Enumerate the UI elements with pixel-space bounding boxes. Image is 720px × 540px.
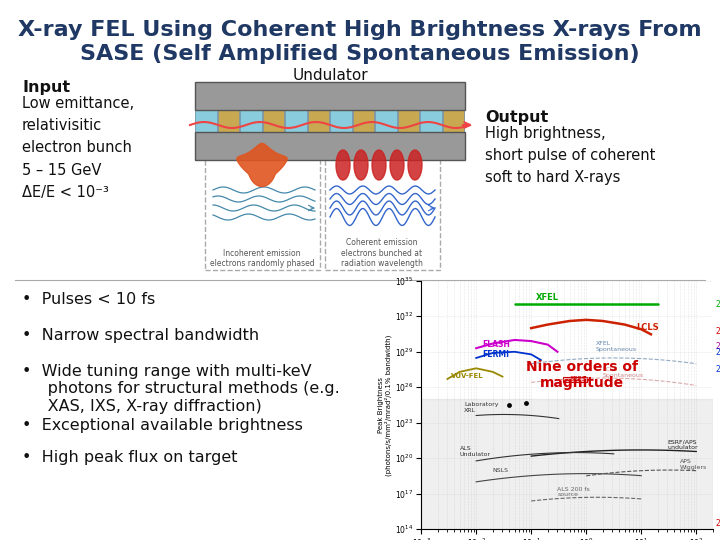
Text: Laboratory
XRL: Laboratory XRL bbox=[464, 402, 498, 413]
Point bbox=[503, 401, 515, 410]
Text: High brightness,
short pulse of coherent
soft to hard X-rays: High brightness, short pulse of coherent… bbox=[485, 126, 655, 185]
Bar bbox=[285, 110, 307, 132]
Bar bbox=[217, 138, 239, 160]
Bar bbox=[330, 138, 351, 160]
Text: FERMI: FERMI bbox=[482, 350, 510, 359]
Bar bbox=[353, 110, 374, 132]
Bar bbox=[195, 110, 217, 132]
Bar bbox=[263, 110, 284, 132]
Polygon shape bbox=[354, 150, 368, 180]
Text: Output: Output bbox=[485, 110, 548, 125]
Text: 2015: 2015 bbox=[716, 300, 720, 309]
Text: Incoherent emission
electrons randomly phased: Incoherent emission electrons randomly p… bbox=[210, 248, 315, 268]
Bar bbox=[421, 399, 713, 529]
Bar bbox=[240, 138, 261, 160]
Bar bbox=[420, 110, 441, 132]
FancyBboxPatch shape bbox=[195, 82, 465, 110]
Text: NSLS: NSLS bbox=[492, 468, 509, 473]
Polygon shape bbox=[372, 150, 386, 180]
Bar bbox=[353, 138, 374, 160]
Bar bbox=[397, 110, 419, 132]
Bar bbox=[285, 138, 307, 160]
Bar bbox=[375, 138, 397, 160]
Text: •  Pulses < 10 fs: • Pulses < 10 fs bbox=[22, 292, 156, 307]
Bar bbox=[263, 138, 284, 160]
Bar bbox=[195, 138, 217, 160]
Bar bbox=[443, 138, 464, 160]
Text: FLASH: FLASH bbox=[482, 340, 510, 349]
Text: LCLS
Spontaneous: LCLS Spontaneous bbox=[603, 367, 644, 377]
Text: ESRF/APS
undulator: ESRF/APS undulator bbox=[667, 439, 698, 450]
Bar bbox=[307, 138, 329, 160]
Polygon shape bbox=[408, 150, 422, 180]
Text: •  Wide tuning range with multi-keV
     photons for structural methods (e.g.
  : • Wide tuning range with multi-keV photo… bbox=[22, 364, 340, 414]
Text: Low emittance,
relativisitic
electron bunch
5 – 15 GeV
ΔE/E < 10⁻³: Low emittance, relativisitic electron bu… bbox=[22, 96, 134, 200]
Bar bbox=[307, 110, 329, 132]
FancyBboxPatch shape bbox=[325, 135, 440, 270]
Text: ALS 200 fs
source: ALS 200 fs source bbox=[557, 487, 590, 497]
Text: Coherent emission
electrons bunched at
radiation wavelength: Coherent emission electrons bunched at r… bbox=[341, 238, 423, 268]
Text: SPPS: SPPS bbox=[570, 376, 586, 382]
Text: •  High peak flux on target: • High peak flux on target bbox=[22, 450, 238, 465]
Text: Input: Input bbox=[22, 80, 70, 95]
Bar bbox=[397, 138, 419, 160]
Text: 2009: 2009 bbox=[716, 348, 720, 357]
Text: 2016: 2016 bbox=[716, 342, 720, 350]
Bar bbox=[420, 138, 441, 160]
Bar bbox=[240, 110, 261, 132]
Text: LCLS: LCLS bbox=[636, 323, 659, 332]
Text: Undulator: Undulator bbox=[292, 68, 368, 83]
Text: •  Narrow spectral bandwidth: • Narrow spectral bandwidth bbox=[22, 328, 259, 343]
FancyBboxPatch shape bbox=[205, 135, 320, 270]
Text: APS
Wigglers: APS Wigglers bbox=[680, 460, 707, 470]
Text: XFEL
Spontaneous: XFEL Spontaneous bbox=[596, 341, 637, 352]
Polygon shape bbox=[390, 150, 404, 180]
Text: 2006: 2006 bbox=[716, 365, 720, 374]
Bar bbox=[375, 110, 397, 132]
Text: 2009: 2009 bbox=[716, 327, 720, 336]
Text: VUV-FEL: VUV-FEL bbox=[451, 373, 484, 379]
Bar bbox=[443, 110, 464, 132]
Point bbox=[520, 399, 531, 407]
Polygon shape bbox=[336, 150, 350, 180]
Text: ALS
Undulator: ALS Undulator bbox=[459, 447, 491, 457]
Bar bbox=[330, 110, 351, 132]
Text: Nine orders of
magnitude: Nine orders of magnitude bbox=[526, 360, 638, 390]
Text: 2004: 2004 bbox=[716, 519, 720, 528]
FancyBboxPatch shape bbox=[563, 377, 587, 382]
Text: X-ray FEL Using Coherent High Brightness X-rays From: X-ray FEL Using Coherent High Brightness… bbox=[18, 20, 702, 40]
Bar bbox=[217, 110, 239, 132]
Y-axis label: Peak Brightness
(photons/s/mm²/mrad²/0.1% bandwidth): Peak Brightness (photons/s/mm²/mrad²/0.1… bbox=[378, 334, 392, 476]
Polygon shape bbox=[237, 144, 287, 187]
Text: SASE (Self Amplified Spontaneous Emission): SASE (Self Amplified Spontaneous Emissio… bbox=[80, 44, 640, 64]
Text: XFEL: XFEL bbox=[536, 293, 559, 302]
Text: •  Exceptional available brightness: • Exceptional available brightness bbox=[22, 418, 303, 433]
FancyBboxPatch shape bbox=[195, 132, 465, 160]
